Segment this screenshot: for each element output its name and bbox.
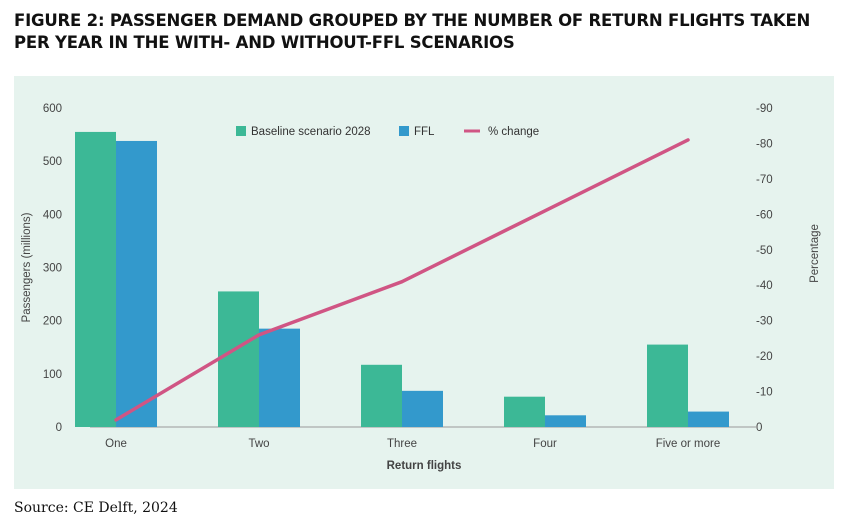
baseline-bar <box>647 344 688 427</box>
left-tick-label: 0 <box>56 422 62 434</box>
left-tick-label: 100 <box>43 369 62 381</box>
y-axis-title: Passengers (millions) <box>21 212 33 322</box>
baseline-bar <box>75 131 116 428</box>
source-note: Source: CE Delft, 2024 <box>14 500 178 516</box>
right-tick-label: -90 <box>756 103 773 115</box>
right-tick-label: -80 <box>756 138 773 150</box>
category-label: Four <box>533 438 557 450</box>
ffl-bar <box>116 140 157 428</box>
legend-label: Baseline scenario 2028 <box>251 126 371 138</box>
legend: Baseline scenario 2028 FFL % change <box>236 126 539 138</box>
left-tick-label: 500 <box>43 156 62 168</box>
figure-title: FIGURE 2: PASSENGER DEMAND GROUPED BY TH… <box>14 11 811 52</box>
right-axis-ticks: 0 -10 -20 -30 -40 -50 -60 -70 -80 -90 <box>756 103 773 434</box>
category-label: One <box>105 438 127 450</box>
percent-change-line <box>114 138 690 422</box>
right-tick-label: -10 <box>756 387 773 399</box>
right-tick-label: -60 <box>756 209 773 221</box>
baseline-bar <box>361 364 402 427</box>
baseline-bar <box>218 291 259 427</box>
left-tick-label: 400 <box>43 209 62 221</box>
category-labels: One Two Three Four Five or more <box>105 438 720 450</box>
ffl-bar <box>259 328 300 427</box>
left-tick-label: 600 <box>43 103 62 115</box>
chart-svg: 0 100 200 300 400 500 600 0 -10 -20 -30 -40 -50 -60 -… <box>21 103 821 472</box>
ffl-bar <box>545 415 586 427</box>
chart-panel: 0 100 200 300 400 500 600 0 -10 -20 -30 -40 -50 -60 -… <box>14 76 834 489</box>
right-tick-label: -50 <box>756 245 773 257</box>
ffl-bar <box>402 390 443 427</box>
baseline-bar <box>504 396 545 427</box>
right-tick-label: -20 <box>756 351 773 363</box>
legend-label: FFL <box>414 126 435 138</box>
y2-axis-title: Percentage <box>809 224 821 283</box>
right-tick-label: -70 <box>756 174 773 186</box>
x-axis-title: Return flights <box>387 460 462 472</box>
right-tick-label: 0 <box>756 422 762 434</box>
left-tick-label: 200 <box>43 316 62 328</box>
category-label: Five or more <box>656 438 721 450</box>
left-tick-label: 300 <box>43 263 62 275</box>
left-axis-ticks: 0 100 200 300 400 500 600 <box>43 103 62 434</box>
category-label: Three <box>387 438 417 450</box>
right-tick-label: -40 <box>756 280 773 292</box>
right-tick-label: -30 <box>756 316 773 328</box>
legend-swatch <box>236 126 246 136</box>
legend-label: % change <box>488 126 539 138</box>
ffl-bar <box>688 411 729 427</box>
category-label: Two <box>248 438 269 450</box>
legend-swatch <box>399 126 409 136</box>
bars <box>75 131 729 428</box>
